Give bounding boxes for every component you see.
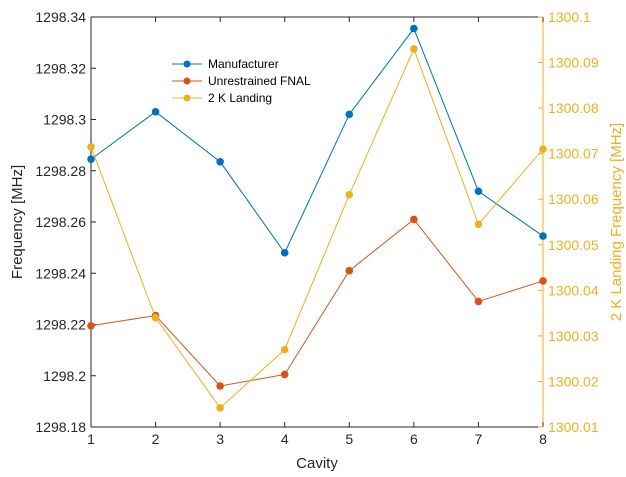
data-point xyxy=(280,345,289,354)
series-line xyxy=(90,218,544,387)
legend-marker xyxy=(183,60,191,68)
ticks: 1 2 3 4 5 6 7 8 1298.18 1298.2 1298.22 1298.24 1298.… xyxy=(35,9,598,447)
data-point xyxy=(474,187,483,196)
y-tick-label: 1298.18 xyxy=(35,419,86,435)
x-tick-label: 5 xyxy=(345,431,353,447)
y2-tick-label: 1300.1 xyxy=(548,9,591,25)
data-point xyxy=(474,297,483,306)
data-point xyxy=(216,157,224,166)
data-point xyxy=(151,108,160,116)
y2-tick-label: 1300.05 xyxy=(548,237,599,253)
y2-tick-label: 1300.06 xyxy=(548,191,599,207)
y-tick-label: 1298.22 xyxy=(35,317,86,333)
x-tick-label: 4 xyxy=(281,431,289,447)
x-tick-label: 8 xyxy=(539,431,547,447)
y2-axis-label: 2 K Landing Frequency [MHz] xyxy=(608,123,625,321)
series-line xyxy=(90,27,544,254)
data-point xyxy=(410,24,418,33)
series-0 xyxy=(87,24,547,257)
legend-item-manufacturer: Manufacturer xyxy=(172,57,279,71)
legend-label: 2 K Landing xyxy=(208,91,272,105)
x-tick-label: 3 xyxy=(216,431,224,447)
series xyxy=(87,24,547,412)
legend-item-unrestrained-fnal: Unrestrained FNAL xyxy=(172,74,311,88)
y2-tick-label: 1300.07 xyxy=(548,146,599,162)
data-point xyxy=(280,370,289,379)
legend-marker xyxy=(183,77,191,85)
data-point xyxy=(87,321,95,330)
y-tick-label: 1298.3 xyxy=(43,112,86,128)
data-point xyxy=(410,215,418,224)
data-point xyxy=(474,220,483,229)
y-tick-label: 1298.26 xyxy=(35,214,86,230)
series-2 xyxy=(87,45,547,412)
data-point xyxy=(216,404,224,412)
legend-label: Unrestrained FNAL xyxy=(208,74,311,88)
y2-tick-label: 1300.01 xyxy=(548,419,599,435)
data-point xyxy=(280,248,289,257)
y-axis-label: Frequency [MHz] xyxy=(9,165,26,279)
legend-item-2k-landing: 2 K Landing xyxy=(172,91,272,105)
data-point xyxy=(345,110,354,119)
data-point xyxy=(539,277,547,285)
legend-marker xyxy=(183,94,191,102)
y2-tick-label: 1300.09 xyxy=(548,55,599,71)
y-tick-label: 1298.24 xyxy=(35,265,86,281)
y-tick-label: 1298.28 xyxy=(35,163,86,179)
legend-label: Manufacturer xyxy=(208,57,279,71)
data-point xyxy=(216,382,224,390)
y-tick-label: 1298.2 xyxy=(43,368,86,384)
x-tick-label: 6 xyxy=(410,431,418,447)
x-axis-label: Cavity xyxy=(296,455,338,472)
y2-tick-label: 1300.03 xyxy=(548,328,599,344)
legend-box xyxy=(164,53,348,111)
data-point xyxy=(87,143,95,151)
y-tick-label: 1298.34 xyxy=(35,9,86,25)
data-point xyxy=(151,313,160,322)
y-tick-label: 1298.32 xyxy=(35,60,86,76)
x-tick-label: 1 xyxy=(87,431,95,447)
data-point xyxy=(410,45,418,53)
legend: Manufacturer Unrestrained FNAL 2 K Landi… xyxy=(164,53,348,111)
y2-tick-label: 1300.04 xyxy=(548,282,599,298)
series-line xyxy=(90,47,544,409)
data-point xyxy=(345,266,354,275)
data-point xyxy=(539,145,547,153)
x-tick-label: 7 xyxy=(475,431,483,447)
data-point xyxy=(345,190,354,199)
data-point xyxy=(87,155,95,164)
y2-tick-label: 1300.02 xyxy=(548,373,599,389)
y2-tick-label: 1300.08 xyxy=(548,100,599,116)
x-tick-label: 2 xyxy=(152,431,160,447)
data-point xyxy=(539,232,547,240)
